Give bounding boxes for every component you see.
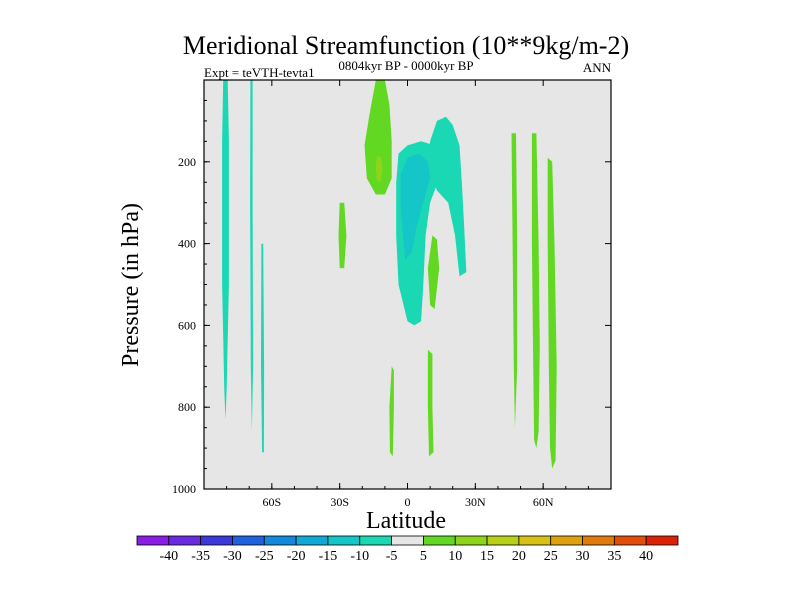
colorbar-swatch bbox=[232, 535, 265, 546]
contour-region-5-value-neg5 bbox=[427, 116, 467, 277]
x-tick-label: 60N bbox=[533, 495, 554, 509]
colorbar-label: 30 bbox=[576, 549, 590, 564]
x-tick-label: 0 bbox=[405, 495, 411, 509]
contour-region-9-value-5 bbox=[338, 202, 347, 269]
colorbar-swatch bbox=[645, 535, 679, 546]
colorbar-label: 10 bbox=[448, 549, 462, 564]
x-tick-label: 30N bbox=[465, 495, 486, 509]
x-axis-title: Latitude bbox=[366, 508, 446, 534]
experiment-label: Expt = teVTH-tevta1 bbox=[204, 65, 315, 80]
contour-region-3-value-neg5 bbox=[261, 243, 265, 453]
y-tick-label: 200 bbox=[178, 155, 196, 169]
colorbar-label: -40 bbox=[159, 549, 178, 564]
contour-region-13-value-5 bbox=[511, 133, 518, 428]
contour-region-10-value-5 bbox=[427, 235, 440, 309]
y-tick-label: 600 bbox=[178, 318, 196, 332]
colorbar-label: 35 bbox=[607, 549, 621, 564]
colorbar-swatch bbox=[582, 535, 615, 546]
colorbar: -40 -35 -30 -25 -20 -15 -10 -5 5 10 15 20 25 30 35 40 bbox=[136, 535, 679, 564]
colorbar-swatch bbox=[295, 535, 329, 546]
colorbar-label: -15 bbox=[319, 549, 338, 564]
chart-title: Meridional Streamfunction (10**9kg/m-2) bbox=[183, 31, 629, 60]
contour-regions bbox=[222, 80, 557, 469]
colorbar-swatch bbox=[454, 535, 488, 546]
colorbar-label: 15 bbox=[480, 549, 494, 564]
colorbar-label: -30 bbox=[223, 549, 242, 564]
contour-region-1-value-neg5 bbox=[222, 80, 229, 420]
colorbar-swatch bbox=[550, 535, 583, 546]
colorbar-label: 40 bbox=[639, 549, 653, 564]
colorbar-label: 20 bbox=[512, 549, 526, 564]
y-tick-label: 400 bbox=[178, 237, 196, 251]
colorbar-label: 25 bbox=[544, 549, 558, 564]
axis-ticks: 60S 30S 0 30N 60N 200 400 600 800 1000 bbox=[172, 79, 612, 509]
colorbar-swatch bbox=[518, 535, 552, 546]
colorbar-label: -5 bbox=[386, 549, 398, 564]
colorbar-label: -25 bbox=[255, 549, 274, 564]
y-axis-title: Pressure (in hPa) bbox=[118, 203, 144, 367]
time-range-label: 0804kyr BP - 0000kyr BP bbox=[338, 58, 473, 73]
x-tick-label: 30S bbox=[330, 495, 349, 509]
colorbar-swatch bbox=[136, 535, 170, 546]
colorbar-swatch bbox=[391, 535, 424, 546]
colorbar-swatch bbox=[168, 535, 202, 546]
colorbar-swatch bbox=[200, 535, 233, 546]
colorbar-label: -10 bbox=[350, 549, 369, 564]
colorbar-swatch bbox=[613, 535, 647, 546]
colorbar-swatch bbox=[423, 535, 456, 546]
colorbar-swatch bbox=[359, 535, 392, 546]
colorbar-swatch bbox=[486, 535, 520, 546]
colorbar-swatch bbox=[263, 535, 297, 546]
contour-region-8-value-10 bbox=[375, 155, 383, 183]
season-label: ANN bbox=[583, 60, 612, 75]
colorbar-label: -35 bbox=[191, 549, 210, 564]
y-tick-label: 1000 bbox=[172, 482, 196, 496]
colorbar-label: -20 bbox=[287, 549, 306, 564]
contour-region-6-value-neg10 bbox=[400, 153, 431, 260]
contour-region-14-value-5 bbox=[531, 133, 540, 449]
contour-region-11-value-5 bbox=[389, 366, 394, 457]
y-tick-label: 800 bbox=[178, 400, 196, 414]
contour-region-15-value-5 bbox=[547, 157, 557, 469]
colorbar-label: 5 bbox=[420, 549, 427, 564]
x-tick-label: 60S bbox=[262, 495, 281, 509]
contour-region-2-value-neg5 bbox=[250, 80, 254, 432]
contour-region-7-value-5 bbox=[364, 80, 392, 195]
colorbar-swatch bbox=[327, 535, 361, 546]
contour-region-12-value-5 bbox=[427, 349, 434, 457]
